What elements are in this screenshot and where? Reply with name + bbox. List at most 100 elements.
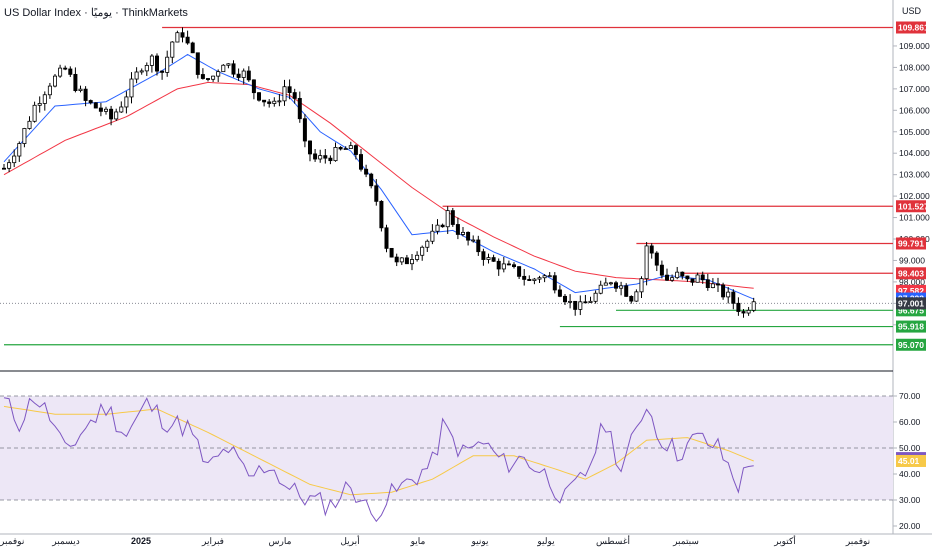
candle-body	[154, 55, 159, 72]
candle-body	[134, 71, 139, 80]
candle-body	[267, 101, 272, 104]
price-tick-label: 107.000	[899, 84, 930, 94]
candle-body	[680, 271, 685, 277]
level-tag: 95.070	[898, 340, 924, 350]
candle-body	[205, 78, 210, 80]
candle-body	[313, 153, 318, 160]
candle-body	[114, 111, 119, 120]
candle-body	[139, 70, 144, 73]
candle-body	[481, 251, 486, 260]
candle-body	[614, 282, 619, 289]
time-tick-label: مايو	[410, 536, 426, 547]
candle-body	[297, 98, 302, 120]
candle-body	[710, 283, 715, 289]
candle-body	[741, 311, 746, 314]
time-tick-label: نوفمبر	[0, 536, 24, 547]
candle-body	[486, 257, 491, 260]
candle-body	[272, 100, 277, 104]
time-tick-label: مارس	[269, 536, 292, 547]
price-tick-label: 108.000	[899, 62, 930, 72]
candle-body	[471, 239, 476, 242]
candle-body	[369, 173, 374, 187]
time-tick-label: أبريل	[340, 534, 359, 547]
candle-body	[328, 157, 333, 162]
time-tick-label: أكتوبر	[773, 534, 796, 547]
candle-body	[537, 277, 542, 280]
candle-body	[282, 86, 287, 102]
candle-body	[700, 274, 705, 281]
price-tick-label: 106.000	[899, 105, 930, 115]
time-tick-label: فبراير	[201, 536, 224, 547]
price-tag-current_price-bg	[896, 297, 926, 310]
candle-body	[190, 42, 195, 54]
candle-body	[501, 263, 506, 270]
candle-body	[195, 52, 200, 75]
price-tick-label: 104.000	[899, 148, 930, 158]
candle-body	[420, 246, 425, 256]
candle-body	[573, 300, 578, 310]
level-tag: 99.791	[898, 238, 924, 248]
rsi-tick-label: 50.00	[899, 443, 921, 453]
candle-body	[608, 282, 613, 285]
candle-body	[221, 64, 226, 73]
candle-body	[522, 275, 527, 280]
candle-body	[333, 147, 338, 162]
price-tick-label: 109.000	[899, 41, 930, 51]
candle-body	[542, 275, 547, 279]
candle-body	[491, 257, 496, 262]
candle-body	[603, 282, 608, 286]
time-tick-label: يونيو	[470, 536, 489, 547]
candle-body	[568, 300, 573, 303]
candle-body	[726, 291, 731, 298]
candle-body	[665, 274, 670, 281]
candle-body	[256, 92, 261, 101]
candle-body	[415, 254, 420, 260]
level-tag-bg	[896, 21, 926, 34]
candle-body	[736, 302, 741, 312]
price-tag-ema_slow: 97.582	[898, 286, 924, 296]
price-tick-label: 105.000	[899, 127, 930, 137]
candle-body	[659, 264, 664, 276]
candle-body	[277, 100, 282, 103]
candle-body	[119, 106, 124, 113]
candle-body	[93, 102, 98, 109]
candle-body	[73, 73, 78, 91]
currency-label[interactable]: USD	[902, 6, 922, 16]
candle-body	[42, 94, 47, 104]
candle-body	[629, 296, 634, 302]
candle-body	[394, 256, 399, 263]
candle-body	[109, 108, 114, 120]
rsi-tick-label: 40.00	[899, 469, 921, 479]
candle-body	[348, 145, 353, 149]
candle-body	[512, 264, 517, 268]
candle-body	[32, 104, 37, 122]
level-tag: 109.861	[898, 22, 929, 32]
candle-body	[654, 252, 659, 266]
candle-body	[53, 75, 58, 87]
candle-body	[88, 100, 93, 104]
candle-body	[460, 231, 465, 235]
candle-body	[175, 32, 180, 43]
candle-body	[246, 70, 251, 81]
candle-body	[721, 284, 726, 298]
candle-body	[384, 227, 389, 249]
candle-body	[83, 88, 88, 101]
candle-body	[22, 128, 27, 144]
candle-body	[517, 266, 522, 277]
candle-body	[353, 145, 358, 155]
candle-body	[323, 155, 328, 159]
price-tick-label: 103.000	[899, 170, 930, 180]
candle-body	[343, 148, 348, 150]
candle-body	[435, 224, 440, 232]
candle-body	[440, 224, 445, 228]
candle-body	[338, 147, 343, 150]
candle-body	[27, 120, 32, 129]
candle-body	[527, 279, 532, 281]
candle-body	[200, 74, 205, 79]
candle-body	[731, 291, 736, 304]
level-tag-bg	[896, 267, 926, 280]
ema-slow-line	[3, 81, 754, 289]
candle-body	[552, 275, 557, 291]
candle-body	[506, 263, 511, 266]
